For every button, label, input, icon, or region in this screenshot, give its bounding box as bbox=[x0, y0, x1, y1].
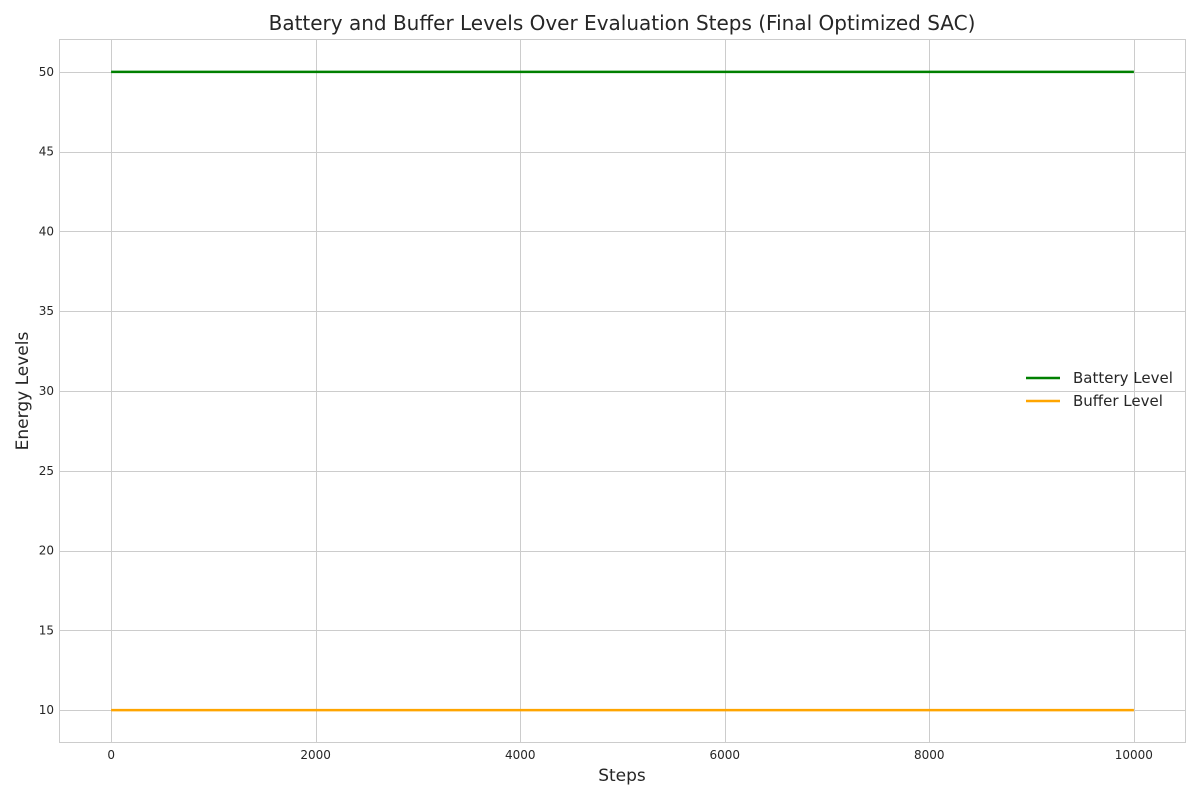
y-tick-label: 25 bbox=[39, 464, 54, 478]
y-tick-label: 20 bbox=[39, 544, 54, 558]
grid bbox=[60, 40, 1185, 742]
y-tick-label: 45 bbox=[39, 145, 54, 159]
y-tick-label: 30 bbox=[39, 384, 54, 398]
x-axis-label: Steps bbox=[598, 766, 646, 786]
chart-title: Battery and Buffer Levels Over Evaluatio… bbox=[269, 11, 976, 35]
x-tick-label: 0 bbox=[107, 748, 115, 762]
series-layer bbox=[111, 70, 1134, 712]
plot-frame bbox=[59, 39, 1186, 743]
x-tick-label: 8000 bbox=[914, 748, 945, 762]
x-tick-label: 2000 bbox=[300, 748, 331, 762]
y-tick-label: 40 bbox=[39, 224, 54, 238]
x-tick-label: 4000 bbox=[505, 748, 536, 762]
legend: Battery Level Buffer Level bbox=[1026, 369, 1173, 410]
y-tick-label: 35 bbox=[39, 304, 54, 318]
y-tick-label: 15 bbox=[39, 623, 54, 637]
y-tick-label: 10 bbox=[39, 703, 54, 717]
tick-labels: 0 2000 4000 6000 8000 10000 10 15 20 25 30 35 40 45 50 bbox=[39, 65, 1153, 762]
x-tick-label: 6000 bbox=[709, 748, 740, 762]
legend-label: Buffer Level bbox=[1073, 392, 1163, 410]
y-tick-label: 50 bbox=[39, 65, 54, 79]
legend-label: Battery Level bbox=[1073, 369, 1173, 387]
y-axis-label: Energy Levels bbox=[13, 332, 33, 451]
x-tick-label: 10000 bbox=[1115, 748, 1153, 762]
